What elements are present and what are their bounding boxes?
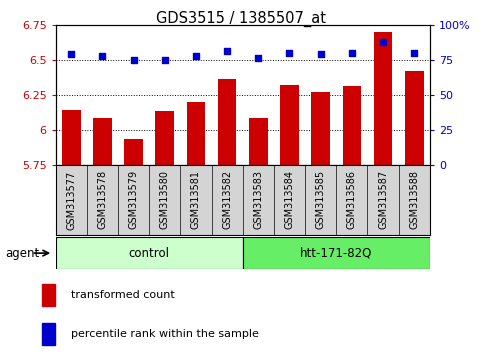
- Point: [99, 53, 106, 58]
- Bar: [156, 112, 174, 165]
- Bar: [62, 110, 81, 165]
- Point: [255, 56, 262, 61]
- Bar: [242, 237, 430, 269]
- Text: agent: agent: [5, 247, 39, 259]
- Bar: [280, 85, 299, 165]
- Bar: [312, 92, 330, 165]
- Bar: [186, 102, 205, 165]
- Point: [223, 48, 231, 54]
- Bar: [249, 119, 268, 165]
- Text: GSM313585: GSM313585: [316, 170, 326, 229]
- Text: GSM313577: GSM313577: [66, 170, 76, 229]
- Text: GSM313578: GSM313578: [98, 170, 107, 229]
- Point: [379, 39, 387, 44]
- Bar: [42, 284, 56, 306]
- Bar: [218, 79, 237, 165]
- Point: [67, 51, 75, 57]
- Bar: [124, 139, 143, 165]
- Text: control: control: [128, 247, 170, 259]
- Text: GSM313587: GSM313587: [378, 170, 388, 229]
- Text: GSM313582: GSM313582: [222, 170, 232, 229]
- Text: GSM313588: GSM313588: [409, 170, 419, 229]
- Text: percentile rank within the sample: percentile rank within the sample: [71, 329, 259, 339]
- Text: GSM313586: GSM313586: [347, 170, 357, 229]
- Text: GSM313584: GSM313584: [284, 170, 295, 229]
- Text: GSM313581: GSM313581: [191, 170, 201, 229]
- Bar: [93, 119, 112, 165]
- Text: htt-171-82Q: htt-171-82Q: [300, 247, 372, 259]
- Point: [161, 57, 169, 63]
- Text: GSM313579: GSM313579: [128, 170, 139, 229]
- Bar: [42, 323, 56, 345]
- Text: transformed count: transformed count: [71, 290, 175, 300]
- Text: GSM313583: GSM313583: [253, 170, 263, 229]
- Text: GDS3515 / 1385507_at: GDS3515 / 1385507_at: [156, 11, 327, 27]
- Point: [317, 51, 325, 57]
- Point: [348, 50, 356, 56]
- Bar: [342, 86, 361, 165]
- Point: [192, 53, 200, 58]
- Bar: [374, 32, 392, 165]
- Bar: [405, 71, 424, 165]
- Point: [285, 50, 293, 56]
- Point: [411, 50, 418, 56]
- Point: [129, 57, 137, 63]
- Text: GSM313580: GSM313580: [160, 170, 170, 229]
- Bar: [56, 237, 242, 269]
